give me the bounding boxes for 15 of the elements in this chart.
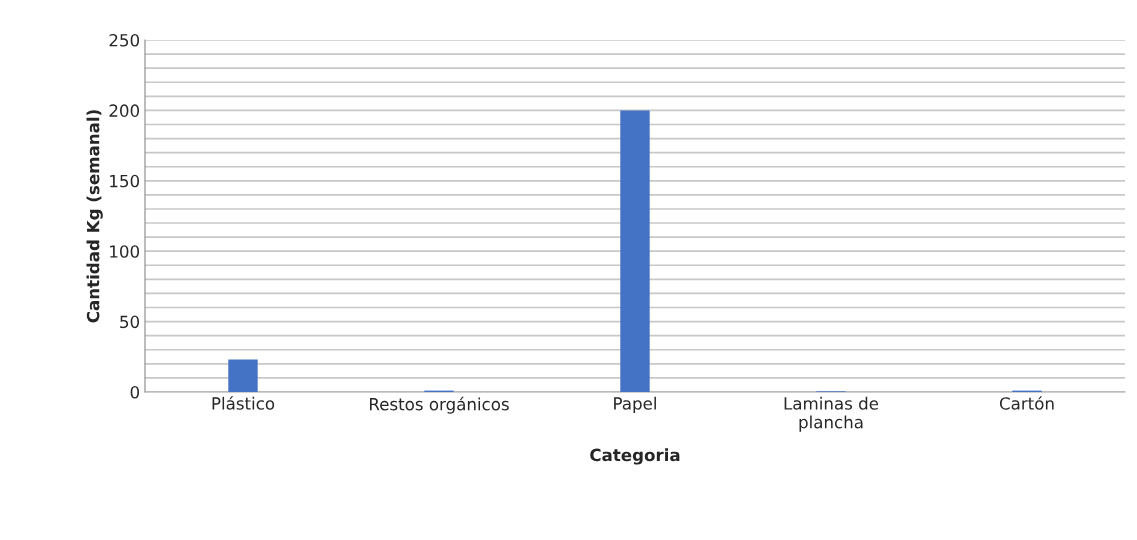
y-tick-label: 50 xyxy=(120,315,140,329)
bar xyxy=(620,110,650,392)
x-tick-label: Papel xyxy=(614,396,656,413)
y-tick-label: 150 xyxy=(110,174,140,188)
x-tick-label: Plástico xyxy=(212,396,275,410)
x-tick-label: Cartón xyxy=(999,396,1054,410)
bar xyxy=(228,359,258,392)
y-tick-label: 250 xyxy=(109,33,140,47)
y-tick-label: 200 xyxy=(109,104,140,117)
y-tick-label: 0 xyxy=(130,385,140,399)
y-tick-label: 100 xyxy=(110,245,140,258)
y-axis-title: Cantidad Kg (semanal) xyxy=(86,110,103,323)
x-tick-label: Restos orgánicos xyxy=(370,396,509,414)
x-tick-label: Laminas de plancha xyxy=(784,396,879,432)
x-axis-title: Categoria xyxy=(590,448,680,465)
